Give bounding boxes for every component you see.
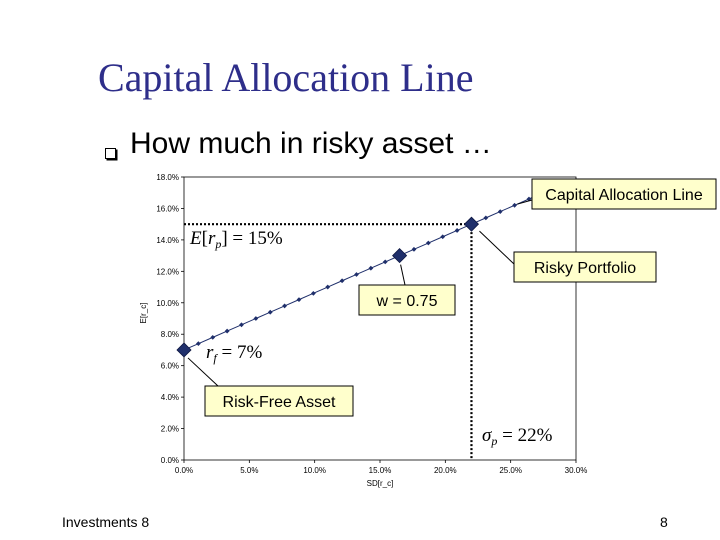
- expected-return-annotation: E[rp] = 15%: [189, 228, 283, 251]
- x-tick-label: 30.0%: [565, 466, 588, 475]
- highlighted-point: [463, 216, 480, 232]
- risky-portfolio-callout-label: Risky Portfolio: [534, 260, 636, 277]
- data-point: [210, 334, 216, 340]
- footer-course-label: Investments 8: [62, 514, 150, 530]
- data-point: [411, 246, 417, 252]
- x-tick-label: 10.0%: [303, 466, 326, 475]
- x-tick-label: 0.0%: [175, 466, 193, 475]
- data-point: [325, 284, 331, 290]
- x-axis-ticks: 0.0% 5.0% 10.0% 15.0% 20.0% 25.0% 30.0%: [175, 460, 587, 475]
- data-point: [354, 272, 359, 277]
- y-tick-label: 18.0%: [156, 173, 179, 182]
- bullet-square-icon: [105, 148, 116, 159]
- highlighted-points: [176, 216, 480, 358]
- risk-free-rate-annotation: rf = 7%: [206, 342, 262, 365]
- slide-title: Capital Allocation Line: [98, 55, 474, 100]
- callout-leaders: [187, 199, 533, 387]
- y-tick-label: 6.0%: [161, 362, 179, 371]
- highlighted-point: [176, 342, 192, 358]
- data-point: [253, 316, 259, 321]
- y-tick-label: 16.0%: [156, 204, 179, 213]
- risk-free-callout-box: [204, 385, 354, 417]
- x-tick-label: 15.0%: [369, 466, 392, 475]
- weight-leader: [400, 264, 406, 286]
- bullet-text: How much in risky asset …: [130, 127, 492, 160]
- data-point: [368, 265, 374, 271]
- risky-portfolio-callout-box: [513, 251, 657, 283]
- series-line: [183, 192, 544, 351]
- y-tick-label: 8.0%: [161, 330, 179, 339]
- y-tick-label: 2.0%: [161, 425, 179, 434]
- x-axis-label: SD[r_c]: [367, 479, 394, 488]
- data-point: [454, 228, 460, 233]
- weight-callout-box: [358, 284, 456, 316]
- y-tick-label: 0.0%: [161, 456, 179, 465]
- risk-free-leader: [187, 357, 219, 387]
- cal-callout-box: [531, 178, 717, 210]
- data-point: [440, 234, 446, 240]
- data-point: [239, 322, 244, 328]
- y-tick-label: 10.0%: [156, 299, 179, 308]
- sigma-annotation: σp = 22%: [482, 425, 553, 448]
- data-point: [425, 240, 431, 246]
- data-point: [310, 290, 316, 296]
- data-point: [497, 209, 503, 214]
- y-axis-label: E[r_c]: [139, 303, 148, 324]
- cal-callout-label: Capital Allocation Line: [545, 187, 703, 204]
- dotted-guide-lines: [184, 223, 473, 460]
- cal-leader: [517, 199, 533, 205]
- data-point: [382, 259, 388, 265]
- y-tick-label: 12.0%: [156, 267, 179, 276]
- risk-free-callout-label: Risk-Free Asset: [223, 394, 336, 411]
- data-point: [195, 341, 201, 347]
- y-tick-label: 4.0%: [161, 393, 179, 402]
- data-point: [224, 328, 230, 334]
- data-point: [282, 303, 288, 309]
- x-tick-label: 5.0%: [240, 466, 258, 475]
- weight-callout-label: w = 0.75: [376, 293, 438, 310]
- x-tick-label: 25.0%: [499, 466, 522, 475]
- y-axis-ticks: 0.0% 2.0% 4.0% 6.0% 8.0% 10.0% 12.0% 14.0% 16.0%…: [156, 173, 184, 465]
- data-point: [512, 202, 517, 208]
- highlighted-point: [392, 248, 408, 264]
- page-number: 8: [660, 514, 668, 530]
- data-point: [296, 297, 302, 303]
- data-point: [339, 278, 345, 284]
- x-tick-label: 20.0%: [434, 466, 457, 475]
- data-point: [267, 309, 273, 315]
- y-tick-label: 14.0%: [156, 236, 179, 245]
- plot-area: [183, 176, 577, 461]
- risky-portfolio-leader: [479, 230, 515, 265]
- data-point: [483, 215, 489, 221]
